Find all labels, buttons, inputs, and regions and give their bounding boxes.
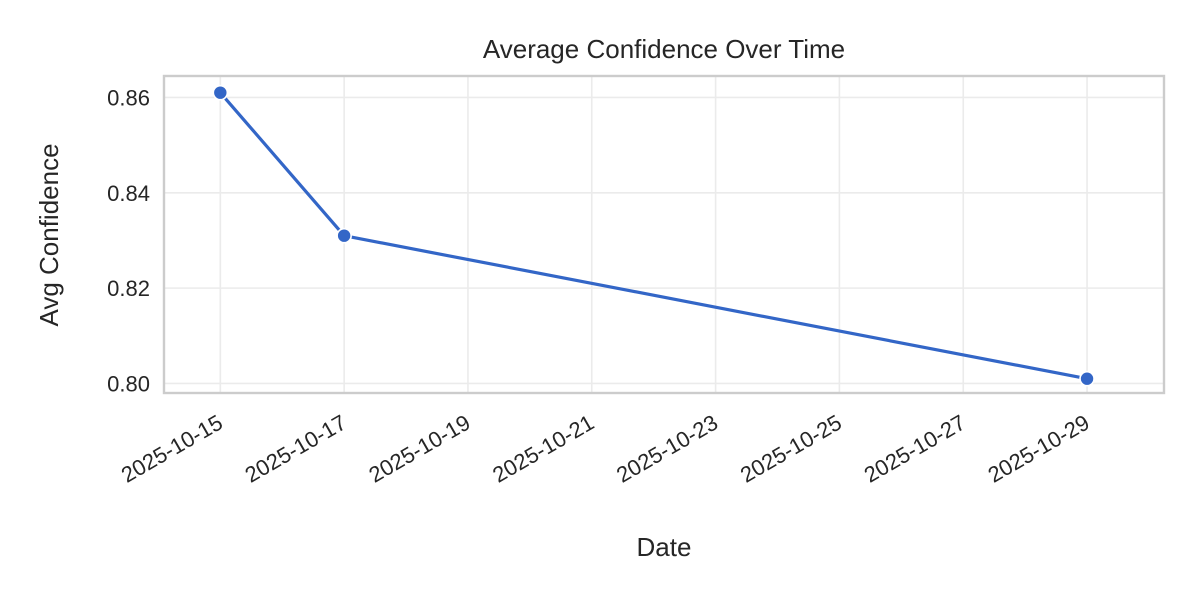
y-tick-label: 0.80 <box>107 371 150 396</box>
chart-title: Average Confidence Over Time <box>483 34 845 64</box>
y-tick-label: 0.86 <box>107 85 150 110</box>
x-tick-label: 2025-10-19 <box>364 410 474 488</box>
y-tick-label: 0.84 <box>107 181 150 206</box>
x-tick-label: 2025-10-27 <box>860 410 970 488</box>
x-tick-label: 2025-10-17 <box>241 410 351 488</box>
x-tick-label: 2025-10-25 <box>736 410 846 488</box>
grid-layer <box>164 76 1164 393</box>
data-point <box>336 227 352 244</box>
data-point <box>212 84 229 101</box>
series-layer <box>212 84 1095 387</box>
x-tick-label: 2025-10-29 <box>984 410 1094 488</box>
x-axis-label: Date <box>637 532 692 562</box>
data-point <box>1079 370 1095 387</box>
y-axis-label: Avg Confidence <box>34 143 64 326</box>
y-tick-label: 0.82 <box>107 276 150 301</box>
x-tick-label: 2025-10-21 <box>488 410 598 488</box>
plot-frame <box>162 74 1166 395</box>
x-tick-label: 2025-10-23 <box>612 410 722 488</box>
x-tick-label: 2025-10-15 <box>117 410 227 488</box>
